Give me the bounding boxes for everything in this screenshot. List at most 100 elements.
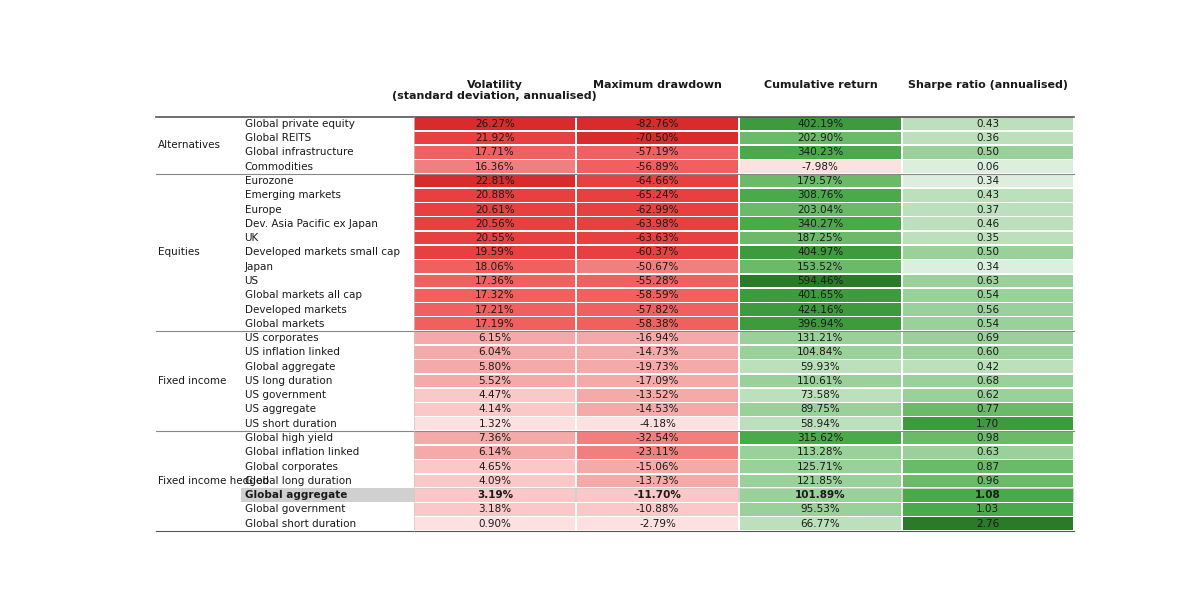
Bar [577, 146, 738, 159]
Text: -11.70%: -11.70% [634, 490, 682, 500]
Bar [902, 489, 1073, 502]
Text: 2.76: 2.76 [976, 519, 1000, 529]
Text: 59.93%: 59.93% [800, 362, 840, 371]
Text: 1.03: 1.03 [977, 505, 1000, 514]
Text: 113.28%: 113.28% [797, 448, 844, 457]
Bar [902, 246, 1073, 259]
Text: -63.63%: -63.63% [636, 233, 679, 243]
Text: 4.09%: 4.09% [479, 476, 511, 486]
Text: -65.24%: -65.24% [636, 190, 679, 200]
Text: Developed markets small cap: Developed markets small cap [245, 247, 400, 257]
Bar [414, 517, 576, 530]
Bar [577, 303, 738, 316]
Text: 0.62: 0.62 [977, 390, 1000, 400]
Text: Global aggregate: Global aggregate [245, 490, 347, 500]
Text: 121.85%: 121.85% [797, 476, 844, 486]
Text: Japan: Japan [245, 262, 274, 272]
Bar [414, 503, 576, 516]
Text: 0.63: 0.63 [977, 448, 1000, 457]
Text: 0.35: 0.35 [977, 233, 1000, 243]
Text: 101.89%: 101.89% [796, 490, 846, 500]
Text: 0.06: 0.06 [977, 161, 1000, 172]
Text: Global short duration: Global short duration [245, 519, 355, 529]
Bar [577, 346, 738, 359]
Bar [414, 146, 576, 159]
Bar [902, 517, 1073, 530]
Bar [739, 260, 901, 273]
Text: Fixed income hedged: Fixed income hedged [157, 476, 269, 486]
Text: 1.08: 1.08 [974, 490, 1001, 500]
Text: 20.56%: 20.56% [475, 219, 515, 229]
Bar [577, 446, 738, 459]
Text: Global high yield: Global high yield [245, 433, 332, 443]
Text: US short duration: US short duration [245, 419, 336, 429]
Text: 0.36: 0.36 [977, 133, 1000, 143]
Text: US: US [245, 276, 259, 286]
Bar [902, 146, 1073, 159]
Bar [902, 403, 1073, 416]
Text: -57.19%: -57.19% [636, 148, 679, 157]
Text: 0.37: 0.37 [977, 205, 1000, 215]
Text: 404.97%: 404.97% [797, 247, 844, 257]
Bar [739, 160, 901, 173]
Bar [414, 317, 576, 330]
Bar [414, 460, 576, 473]
Text: 0.90%: 0.90% [479, 519, 511, 529]
Bar [414, 160, 576, 173]
Text: US aggregate: US aggregate [245, 404, 316, 415]
Text: -57.82%: -57.82% [636, 305, 679, 314]
Bar [902, 118, 1073, 130]
Text: -13.52%: -13.52% [636, 390, 679, 400]
Text: -64.66%: -64.66% [636, 176, 679, 186]
Text: Emerging markets: Emerging markets [245, 190, 341, 200]
Text: 4.47%: 4.47% [479, 390, 511, 400]
Bar [414, 446, 576, 459]
Bar [739, 475, 901, 487]
Text: 17.21%: 17.21% [475, 305, 515, 314]
Bar [739, 346, 901, 359]
Text: 110.61%: 110.61% [797, 376, 844, 386]
Text: 4.65%: 4.65% [479, 461, 511, 472]
Text: UK: UK [245, 233, 259, 243]
Bar [414, 389, 576, 401]
Text: Dev. Asia Pacific ex Japan: Dev. Asia Pacific ex Japan [245, 219, 378, 229]
Text: -32.54%: -32.54% [636, 433, 679, 443]
Text: 0.50: 0.50 [977, 148, 1000, 157]
Text: 66.77%: 66.77% [800, 519, 840, 529]
Text: 424.16%: 424.16% [797, 305, 844, 314]
Bar [739, 146, 901, 159]
Bar [577, 132, 738, 145]
Text: 0.98: 0.98 [977, 433, 1000, 443]
Text: Europe: Europe [245, 205, 281, 215]
Text: -10.88%: -10.88% [636, 505, 679, 514]
Bar [902, 232, 1073, 244]
Bar [902, 431, 1073, 445]
Bar [414, 418, 576, 430]
Text: 125.71%: 125.71% [797, 461, 844, 472]
Bar [577, 460, 738, 473]
Text: Fixed income: Fixed income [157, 376, 226, 386]
Text: 203.04%: 203.04% [797, 205, 844, 215]
Bar [414, 189, 576, 202]
Bar [577, 289, 738, 302]
Text: 0.54: 0.54 [977, 319, 1000, 329]
Bar [739, 118, 901, 130]
Text: 26.27%: 26.27% [475, 119, 515, 129]
Bar [414, 232, 576, 244]
Text: 58.94%: 58.94% [800, 419, 840, 429]
Bar [739, 189, 901, 202]
Bar [577, 175, 738, 187]
Text: -13.73%: -13.73% [636, 476, 679, 486]
Text: Developed markets: Developed markets [245, 305, 347, 314]
Text: 89.75%: 89.75% [800, 404, 840, 415]
Text: 17.19%: 17.19% [475, 319, 515, 329]
Text: Global aggregate: Global aggregate [245, 362, 335, 371]
Text: -56.89%: -56.89% [636, 161, 679, 172]
Text: -14.53%: -14.53% [636, 404, 679, 415]
Text: 153.52%: 153.52% [797, 262, 844, 272]
Text: -23.11%: -23.11% [636, 448, 679, 457]
Text: 104.84%: 104.84% [797, 347, 844, 358]
Text: 1.70: 1.70 [977, 419, 1000, 429]
Bar [414, 475, 576, 487]
Text: 0.46: 0.46 [977, 219, 1000, 229]
